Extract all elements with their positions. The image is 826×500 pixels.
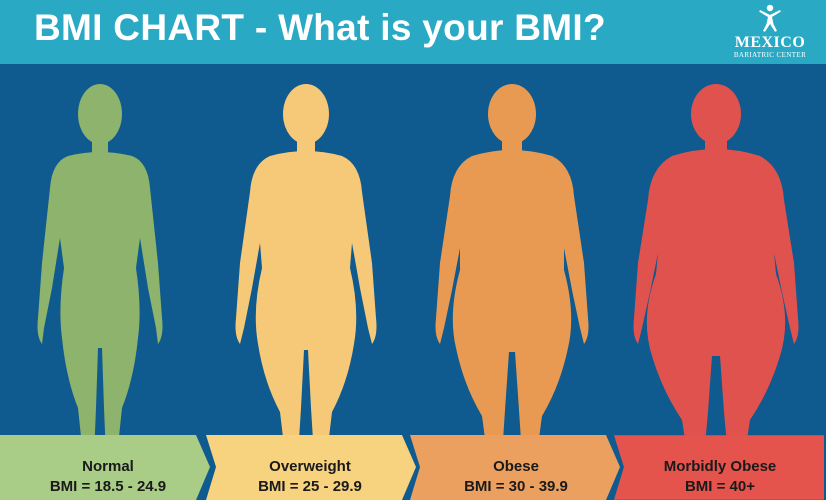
category-range-normal: BMI = 18.5 - 24.9 <box>49 478 167 495</box>
logo: MEXICO BARIATRIC CENTER <box>720 4 820 62</box>
bmi-panel: Normal BMI = 18.5 - 24.9 Overweight BMI … <box>0 64 826 500</box>
logo-name: MEXICO <box>734 34 806 51</box>
category-name-normal: Normal <box>82 458 134 475</box>
header-banner: BMI CHART - What is your BMI? MEXICO BAR… <box>0 0 826 64</box>
overweight-tab <box>206 435 416 500</box>
category-name-overweight: Overweight <box>269 458 351 475</box>
morbidly-obese-body-silhouette <box>626 78 806 478</box>
person-icon <box>759 4 781 32</box>
page-title: BMI CHART - What is your BMI? <box>34 7 606 48</box>
category-name-obese: Obese <box>493 458 539 475</box>
logo-subtitle: BARIATRIC CENTER <box>733 51 807 59</box>
category-range-overweight: BMI = 25 - 29.9 <box>258 478 362 495</box>
obese-tab <box>410 435 620 500</box>
normal-body-silhouette <box>10 78 190 478</box>
category-name-morbidly-obese: Morbidly Obese <box>663 458 777 475</box>
morbidly-obese-tab <box>614 435 824 500</box>
normal-tab <box>0 435 210 500</box>
category-range-morbidly-obese: BMI = 40+ <box>684 478 756 495</box>
obese-body-silhouette <box>422 78 602 478</box>
category-range-obese: BMI = 30 - 39.9 <box>464 478 568 495</box>
overweight-body-silhouette <box>216 78 396 478</box>
